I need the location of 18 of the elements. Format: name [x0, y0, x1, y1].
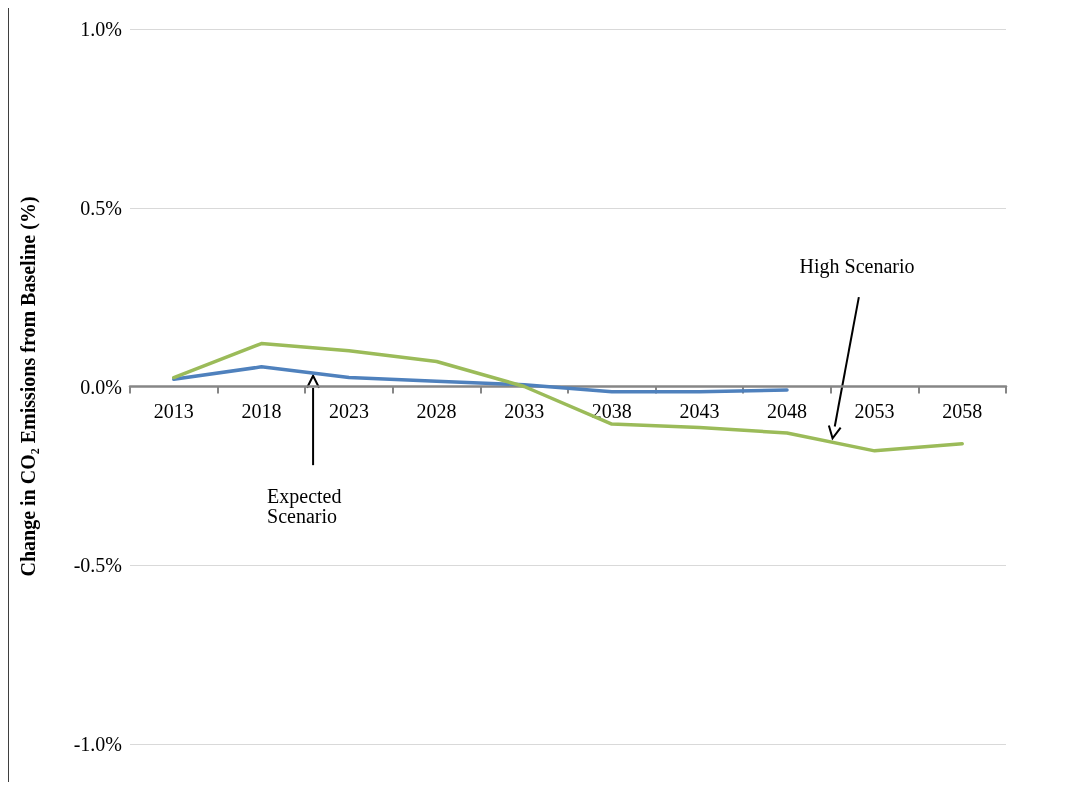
- x-tick-label: 2023: [329, 399, 369, 422]
- x-tick-label: 2053: [854, 399, 895, 422]
- y-tick-label: 1.0%: [80, 18, 122, 40]
- y-tick-label: -1.0%: [73, 733, 122, 755]
- y-tick-label: -0.5%: [73, 554, 122, 577]
- x-tick-label: 2028: [416, 399, 457, 422]
- x-tick-label: 2058: [942, 399, 983, 422]
- line-series: [172, 365, 789, 394]
- y-axis-title: Change in CO₂ Emissions from Baseline (%): [17, 196, 40, 577]
- y-tick-label: 0.5%: [80, 196, 122, 219]
- x-tick-label: 2043: [679, 399, 720, 422]
- annotation: Expected Scenario: [267, 484, 342, 527]
- x-tick-label: 2048: [767, 399, 807, 422]
- x-tick-label: 2033: [504, 399, 545, 422]
- x-tick-label: 2013: [153, 399, 194, 422]
- x-tick-label: 2018: [241, 399, 282, 422]
- annotation: High Scenario: [799, 254, 915, 278]
- y-tick-label: 0.0%: [80, 375, 122, 398]
